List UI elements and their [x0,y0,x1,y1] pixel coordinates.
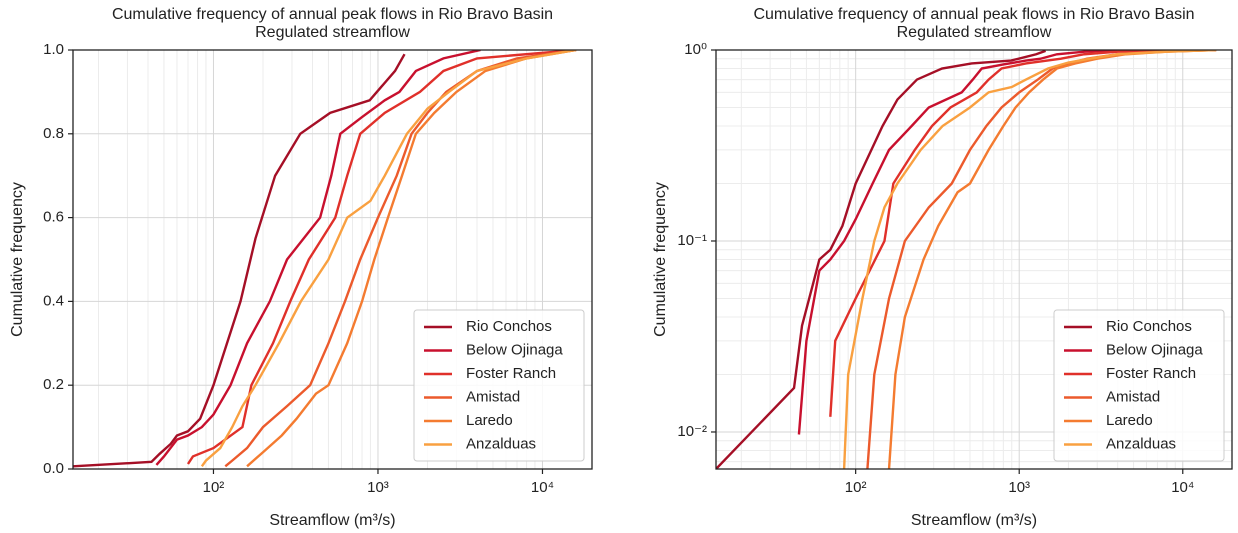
legend-label: Amistad [1106,388,1160,405]
x-tick-label: 10³ [367,479,389,496]
series-line [716,50,1047,469]
chart-title: Cumulative frequency of annual peak flow… [112,6,553,23]
y-tick-label: 0.0 [43,460,64,477]
chart-title: Cumulative frequency of annual peak flow… [753,6,1194,23]
y-tick-label: 0.8 [43,125,64,142]
legend-label: Foster Ranch [466,365,556,382]
y-tick-label: 10⁻¹ [677,232,707,249]
y-tick-label: 0.4 [43,292,64,309]
series-line [155,50,481,466]
legend-label: Amistad [466,388,520,405]
y-axis-label: Cumulative frequency [9,182,26,337]
x-axis-label: Streamflow (m³/s) [911,512,1037,529]
series-line [797,50,1122,435]
series-line [186,50,577,465]
x-tick-label: 10⁴ [1171,479,1194,496]
series-line [842,50,1217,469]
axes-frame [72,49,593,470]
legend-box [413,309,585,462]
x-axis-label: Streamflow (m³/s) [269,512,395,529]
legend-label: Anzalduas [1106,435,1176,452]
series-line [829,50,1217,417]
legend-label: Foster Ranch [1106,365,1196,382]
legend-label: Laredo [466,412,513,429]
series-line [887,50,1217,469]
chart-subtitle: Regulated streamflow [897,24,1052,41]
legend-label: Rio Conchos [1106,318,1192,335]
y-axis-label: Cumulative frequency [652,182,669,337]
axes-frame [715,49,1233,470]
x-tick-label: 10² [203,479,225,496]
legend-box [1053,309,1225,462]
series-line [200,50,577,468]
legend-label: Below Ojinaga [1106,341,1203,358]
legend-label: Rio Conchos [466,318,552,335]
y-tick-label: 0.2 [43,376,64,393]
y-tick-label: 10⁻² [677,423,707,440]
x-tick-label: 10⁴ [531,479,554,496]
series-line [246,50,577,468]
y-tick-label: 0.6 [43,209,64,226]
x-tick-label: 10² [845,479,867,496]
legend-label: Below Ojinaga [466,341,563,358]
chart-subtitle: Regulated streamflow [255,24,410,41]
x-tick-label: 10³ [1008,479,1030,496]
y-tick-label: 10⁰ [684,41,707,58]
legend-label: Laredo [1106,412,1153,429]
series-line [73,53,406,468]
y-tick-label: 1.0 [43,41,64,58]
legend-label: Anzalduas [466,435,536,452]
